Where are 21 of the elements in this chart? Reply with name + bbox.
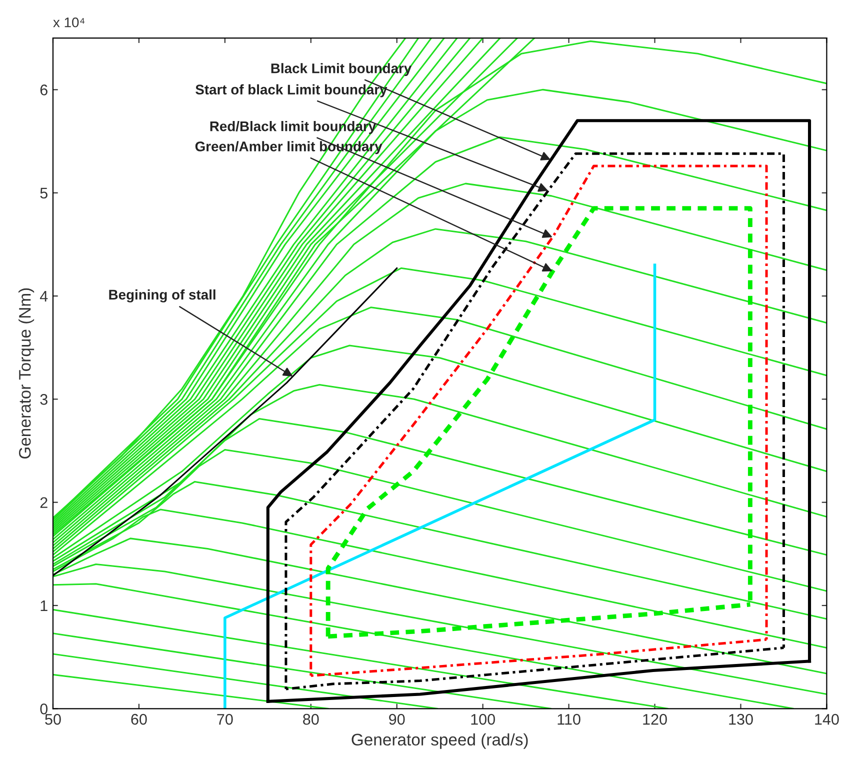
x-tick-label: 110: [558, 714, 580, 725]
y-tick-label: 4: [40, 291, 48, 302]
annotation: Begining of stall: [109, 289, 216, 302]
x-tick-label: 70: [217, 714, 233, 725]
y-tick-label: 3: [40, 394, 48, 405]
x-tick-label: 50: [45, 714, 61, 725]
x-tick-label: 100: [471, 714, 495, 725]
y-tick-label: 5: [40, 188, 48, 199]
y-tick-label: 1: [40, 600, 48, 612]
x-tick-label: 140: [815, 714, 839, 725]
y-tick-label: 0: [40, 704, 48, 714]
y-tick-label: 6: [40, 84, 48, 96]
text: x 10⁴: [53, 17, 85, 28]
x-tick-label: 90: [389, 714, 405, 725]
y-axis-title: Generator Torque (Nm): [18, 288, 34, 459]
x-tick-label: 130: [729, 714, 753, 725]
x-tick-label: 80: [303, 714, 319, 725]
x-tick-label: 120: [643, 714, 667, 725]
x-axis-title: Generator speed (rad/s): [352, 733, 528, 749]
y-tick-label: 2: [40, 497, 48, 508]
x-tick-label: 60: [131, 714, 147, 725]
